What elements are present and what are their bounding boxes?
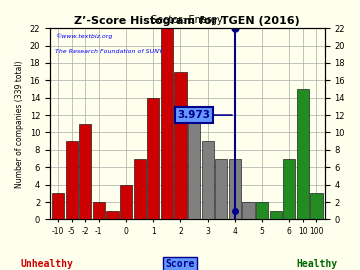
- Text: ©www.textbiz.org: ©www.textbiz.org: [55, 34, 113, 39]
- Bar: [215, 158, 228, 220]
- Bar: [161, 28, 173, 220]
- Bar: [174, 72, 186, 220]
- Text: Score: Score: [165, 259, 195, 269]
- Bar: [188, 106, 200, 220]
- Bar: [283, 158, 296, 220]
- Bar: [66, 141, 78, 220]
- Text: 3.973: 3.973: [177, 110, 211, 120]
- Text: Unhealthy: Unhealthy: [21, 259, 73, 269]
- Bar: [106, 211, 118, 220]
- Bar: [297, 89, 309, 220]
- Bar: [310, 193, 323, 220]
- Bar: [242, 202, 255, 220]
- Bar: [79, 124, 91, 220]
- Bar: [134, 158, 146, 220]
- Bar: [202, 141, 214, 220]
- Bar: [256, 202, 268, 220]
- Bar: [52, 193, 64, 220]
- Bar: [93, 202, 105, 220]
- Bar: [120, 185, 132, 220]
- Title: Z’-Score Histogram for TGEN (2016): Z’-Score Histogram for TGEN (2016): [75, 16, 300, 26]
- Bar: [270, 211, 282, 220]
- Text: Healthy: Healthy: [296, 259, 337, 269]
- Text: The Research Foundation of SUNY: The Research Foundation of SUNY: [55, 49, 163, 54]
- Bar: [229, 158, 241, 220]
- Text: Sector: Energy: Sector: Energy: [152, 15, 223, 25]
- Y-axis label: Number of companies (339 total): Number of companies (339 total): [15, 60, 24, 188]
- Bar: [147, 98, 159, 220]
